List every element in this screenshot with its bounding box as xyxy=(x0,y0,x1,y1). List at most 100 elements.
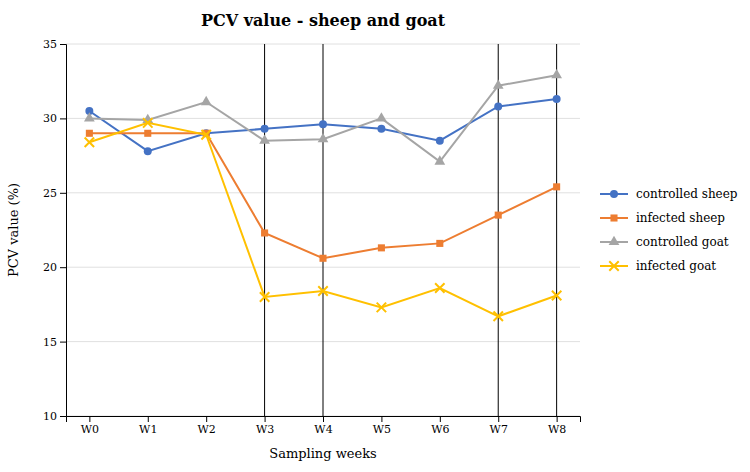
series-point xyxy=(259,135,270,144)
series-line xyxy=(89,123,556,316)
y-tick-mark xyxy=(60,267,66,268)
y-tick: 15 xyxy=(43,336,66,349)
series-line xyxy=(89,75,556,161)
x-tick: W4 xyxy=(314,416,332,436)
x-tick-mark xyxy=(498,416,499,422)
series-point xyxy=(553,95,561,103)
x-tick-mark xyxy=(323,416,324,422)
x-axis-title: Sampling weeks xyxy=(269,446,377,461)
series-point xyxy=(434,155,445,164)
series-point xyxy=(552,291,561,300)
x-tick-label: W2 xyxy=(198,423,216,436)
series-point xyxy=(551,69,562,78)
vertical-line xyxy=(498,44,499,416)
x-tick-label: W1 xyxy=(139,423,157,436)
series-point xyxy=(85,137,94,146)
y-tick-mark xyxy=(60,44,66,45)
x-tick-label: W5 xyxy=(373,423,391,436)
series-point xyxy=(494,103,502,111)
series-point xyxy=(436,137,444,145)
plot-area: W0 W1 W2 W3 W4 W5 W6 W7 W8 10 15 20 25 30 35 xyxy=(43,38,581,436)
x-tick-label: W6 xyxy=(431,423,449,436)
x-tick-mark xyxy=(206,416,207,422)
y-axis-title: PCV value (%) xyxy=(6,183,21,277)
y-tick-label: 10 xyxy=(43,410,57,423)
x-tick: W5 xyxy=(373,416,391,436)
legend-marker xyxy=(610,190,618,198)
x-tick-mark xyxy=(265,416,266,422)
x-tick: W2 xyxy=(198,416,216,436)
series-point xyxy=(201,96,212,105)
series-point xyxy=(319,120,327,128)
x-tick: W7 xyxy=(490,416,508,436)
y-tick-label: 20 xyxy=(43,261,57,274)
series-point xyxy=(144,147,152,155)
x-tick-mark xyxy=(148,416,149,422)
legend-marker xyxy=(609,261,618,270)
series-point xyxy=(493,79,504,88)
y-tick-label: 15 xyxy=(43,336,57,349)
legend-label: infected sheep xyxy=(636,211,725,225)
x-axis-line xyxy=(67,417,581,423)
y-tick-label: 30 xyxy=(43,112,57,125)
legend-label: infected goat xyxy=(636,259,716,273)
series-point xyxy=(144,130,151,137)
title: PCV value - sheep and goat xyxy=(201,11,446,30)
legend-item: infected goat xyxy=(600,259,716,273)
series-point xyxy=(261,229,268,236)
x-tick-label: W3 xyxy=(256,423,274,436)
series-point xyxy=(86,130,93,137)
y-tick: 10 xyxy=(43,410,66,423)
series-point xyxy=(377,303,386,312)
x-tick-label: W4 xyxy=(314,423,332,436)
series-point xyxy=(143,118,152,127)
x-tick-mark xyxy=(557,416,558,422)
series-point xyxy=(435,283,444,292)
series-point xyxy=(553,183,560,190)
y-axis: 10 15 20 25 30 35 xyxy=(43,38,67,423)
marks xyxy=(84,44,562,416)
y-tick: 20 xyxy=(43,261,66,274)
x-tick-label: W7 xyxy=(490,423,508,436)
vertical-line xyxy=(323,44,324,416)
series-point xyxy=(494,312,503,321)
legend: controlled sheep infected sheep controlled… xyxy=(600,187,738,273)
y-tick-label: 25 xyxy=(43,187,57,200)
grid xyxy=(66,44,580,416)
x-axis: W0 W1 W2 W3 W4 W5 W6 W7 W8 xyxy=(67,416,581,436)
x-tick-label: W8 xyxy=(548,423,566,436)
y-tick: 30 xyxy=(43,112,66,125)
y-tick-mark xyxy=(60,118,66,119)
x-tick: W1 xyxy=(139,416,157,436)
series-point xyxy=(495,212,502,219)
chart: W0 W1 W2 W3 W4 W5 W6 W7 W8 10 15 20 25 30 35 PCV value … xyxy=(0,0,750,472)
series-point xyxy=(319,255,326,262)
x-tick: W8 xyxy=(548,416,566,436)
legend-item: infected sheep xyxy=(600,211,725,225)
legend-label: controlled sheep xyxy=(636,187,738,201)
x-tick-label: W0 xyxy=(81,423,99,436)
x-tick-mark xyxy=(440,416,441,422)
series-point xyxy=(260,292,269,301)
x-tick: W3 xyxy=(256,416,274,436)
x-tick: W6 xyxy=(431,416,449,436)
series-point xyxy=(261,125,269,133)
series-point xyxy=(376,112,387,121)
legend-marker xyxy=(609,236,620,245)
y-tick-mark xyxy=(60,193,66,194)
series-point xyxy=(318,286,327,295)
series-point xyxy=(318,133,329,142)
x-tick-mark xyxy=(381,416,382,422)
series-point xyxy=(378,244,385,251)
legend-label: controlled goat xyxy=(636,235,729,249)
legend-item: controlled sheep xyxy=(600,187,738,201)
legend-marker xyxy=(610,214,617,221)
y-tick-label: 35 xyxy=(43,38,57,51)
x-tick: W0 xyxy=(81,416,99,436)
y-tick-mark xyxy=(60,416,66,417)
y-tick: 35 xyxy=(43,38,66,51)
series-point xyxy=(201,130,210,139)
x-tick-mark xyxy=(89,416,90,422)
y-tick: 25 xyxy=(43,187,66,200)
series-point xyxy=(84,112,95,121)
